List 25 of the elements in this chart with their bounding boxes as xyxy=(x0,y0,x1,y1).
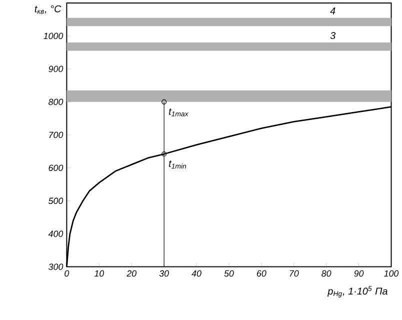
x-tick-label: 20 xyxy=(126,270,136,277)
x-tick-label: 60 xyxy=(256,270,266,277)
annotation: t$_{1max}$ xyxy=(169,108,188,117)
x-tick-label: 50 xyxy=(224,270,234,277)
x-tick-label: 80 xyxy=(322,270,332,277)
x-tick-label: 100 xyxy=(384,270,399,277)
y-tick-label: 600 xyxy=(48,164,64,172)
y-tick-label: 400 xyxy=(48,230,64,238)
x-tick-label: 90 xyxy=(354,270,364,277)
y-tick-label: 800 xyxy=(48,98,64,106)
y-tick-label: 900 xyxy=(48,66,64,72)
x-tick-label: 40 xyxy=(192,270,202,277)
y-axis-title: t$_{кв}$, °C xyxy=(34,6,62,14)
x-tick-label: 10 xyxy=(94,270,104,277)
x-tick-label: 70 xyxy=(290,270,299,277)
x-axis-title: p$_{Hg}$, 1·10$^{5}$ Па xyxy=(327,286,388,298)
y-tick-label: 300 xyxy=(48,264,64,270)
annotation: t$_{1min}$ xyxy=(169,160,186,169)
band-label: 3 xyxy=(330,32,336,40)
y-tick-label: 700 xyxy=(49,132,64,138)
x-tick-label: 30 xyxy=(159,270,169,277)
x-tick-label: 0 xyxy=(64,270,70,277)
y-tick-label: 1000 xyxy=(44,33,64,40)
band-label: 4 xyxy=(330,8,336,15)
y-tick-label: 500 xyxy=(48,198,64,204)
